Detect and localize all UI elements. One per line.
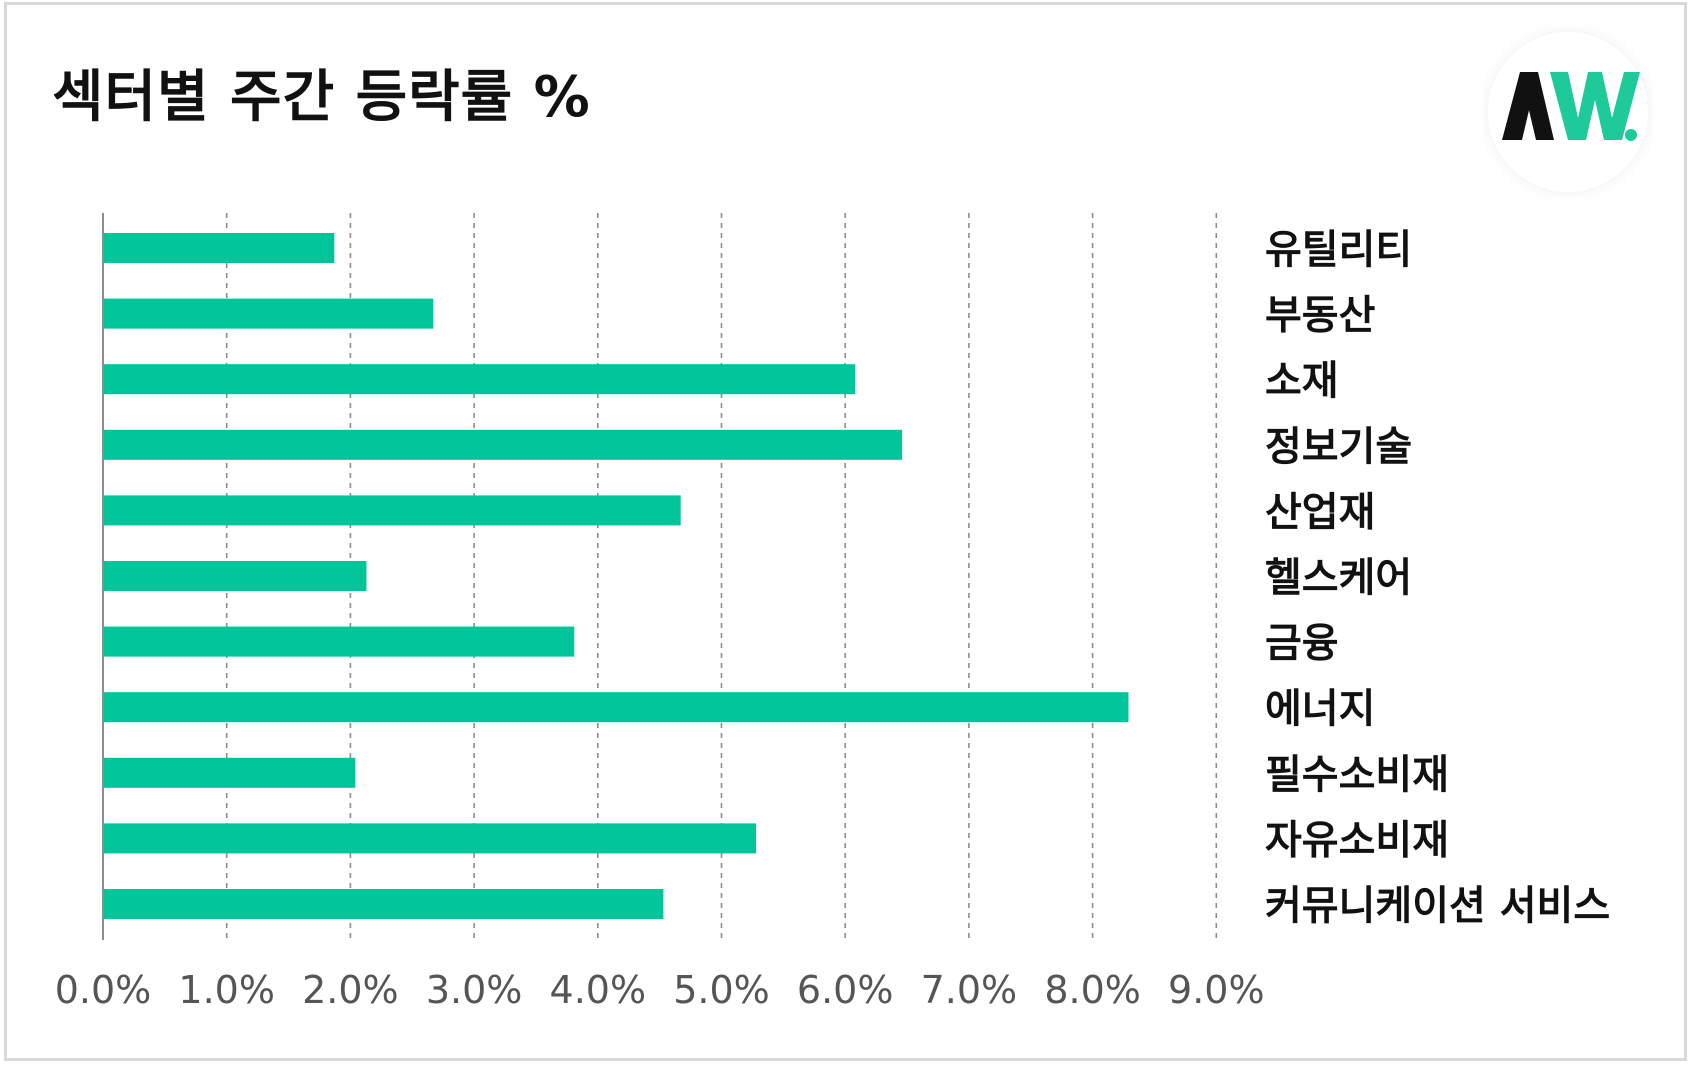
x-tick-label: 2.0% [302,968,399,1012]
category-label: 커뮤니케이션 서비스 [1265,883,1610,929]
x-tick-label: 9.0% [1168,968,1265,1012]
category-label: 헬스케어 [1265,555,1412,601]
logo-stroke-accent [1550,72,1640,140]
x-tick-label: 6.0% [797,968,894,1012]
logo-stroke-dark-right [1520,72,1554,140]
x-tick-label: 4.0% [550,968,647,1012]
category-label: 산업재 [1265,489,1375,535]
bar [103,495,681,526]
category-label: 에너지 [1265,686,1375,732]
x-tick-labels: 0.0% 1.0% 2.0% 3.0% 4.0% 5.0% 6.0% 7.0% 8.0% 9.0% [55,968,1265,1012]
category-label: 필수소비재 [1265,752,1449,798]
category-label: 유틸리티 [1265,227,1412,273]
bar [103,757,356,788]
category-label: 부동산 [1265,293,1376,339]
category-label: 소재 [1265,358,1339,404]
x-tick-label: 3.0% [426,968,523,1012]
chart-title: 섹터별 주간 등락률 % [52,65,591,130]
category-labels: 유틸리티부동산소재정보기술산업재헬스케어금융에너지필수소비재자유소비재커뮤니케이… [1265,227,1610,929]
x-tick-label: 0.0% [55,968,152,1012]
aw-logo-icon [1502,72,1640,141]
bar [103,233,335,263]
gridlines [225,213,1218,940]
category-label: 자유소비재 [1265,817,1449,863]
bar [103,692,1129,723]
x-tick-label: 5.0% [673,968,770,1012]
x-tick-label: 1.0% [178,968,275,1012]
category-label: 금융 [1265,621,1339,667]
bar [103,889,664,919]
bar [103,298,434,329]
bar [103,561,367,591]
bars [103,233,1129,919]
category-label: 정보기술 [1265,424,1412,470]
aw-logo [1488,32,1648,192]
x-tick-label: 8.0% [1044,968,1141,1012]
x-tick-label: 7.0% [921,968,1018,1012]
bar [103,626,575,657]
bar [103,364,856,395]
bar [103,429,903,460]
bar [103,823,757,854]
logo-dot [1625,129,1637,141]
